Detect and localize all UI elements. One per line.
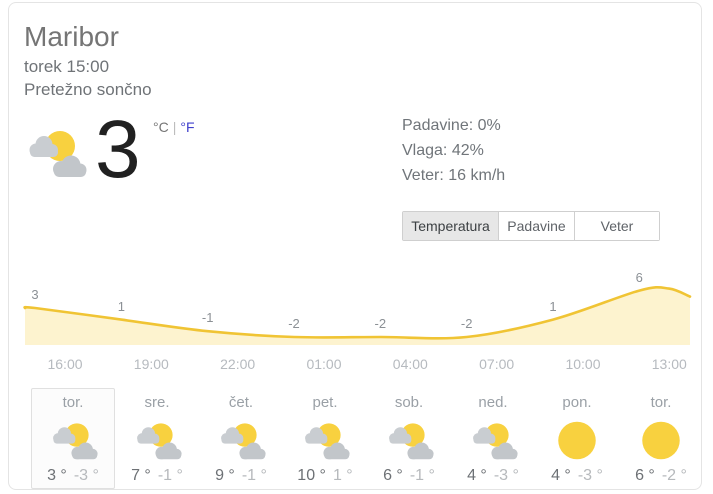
day-low-temp: -3 °: [577, 467, 603, 484]
chart-point-label: -1: [201, 310, 214, 326]
day-low-temp: -3 °: [493, 467, 519, 484]
current-condition: Pretežno sončno: [24, 80, 152, 99]
day-label: pon.: [562, 394, 592, 411]
chart-x-tick: 22:00: [220, 356, 256, 372]
day-label: sre.: [144, 394, 170, 411]
chart-point-label: 1: [117, 298, 125, 314]
day-label: čet.: [228, 394, 254, 411]
chart-temperature-line: [23, 285, 692, 340]
current-temperature: 3: [95, 104, 141, 195]
chart-x-tick: 01:00: [306, 356, 342, 372]
day-high-temp: 6 °: [635, 467, 655, 484]
day-low-temp: -2 °: [661, 467, 687, 484]
forecast-day-5[interactable]: ned. 4 ° -3 °: [451, 388, 535, 489]
unit-toggle: °C | °F: [153, 119, 195, 135]
chart-point-label: 3: [31, 287, 39, 302]
chart-mode-tabs: Temperatura Padavine Veter: [402, 211, 660, 241]
weather-details: Padavine: 0% Vlaga: 42% Veter: 16 km/h: [402, 113, 505, 188]
tab-precipitation[interactable]: Padavine: [498, 212, 574, 240]
partly-cloudy-icon: [216, 414, 266, 466]
city-name: Maribor: [24, 21, 119, 52]
weather-card: Maribor torek 15:00 Pretežno sončno 3 °C…: [8, 2, 702, 490]
forecast-day-0[interactable]: tor. 3 ° -3 °: [31, 388, 115, 489]
current-datetime: torek 15:00: [24, 57, 110, 76]
chart-x-tick: 04:00: [392, 356, 428, 372]
chart-point-label: 1: [549, 298, 557, 314]
chart-x-tick: 07:00: [479, 356, 515, 372]
chart-point-label: -2: [288, 316, 300, 331]
day-high-temp: 3 °: [47, 467, 67, 484]
tab-wind[interactable]: Veter: [574, 212, 659, 240]
day-high-temp: 9 °: [215, 467, 235, 484]
humidity-stat: Vlaga: 42%: [402, 142, 484, 159]
forecast-day-1[interactable]: sre. 7 ° -1 °: [115, 388, 199, 489]
chart-x-tick: 10:00: [565, 356, 601, 372]
day-high-temp: 4 °: [467, 467, 487, 484]
day-label: tor.: [62, 394, 84, 411]
day-low-temp: -3 °: [73, 467, 99, 484]
forecast-day-7[interactable]: tor. 6 ° -2 °: [619, 388, 701, 489]
temperature-chart[interactable]: 3 1 -1 -2 -2 -2 1 6 16:00 19:00 22:00 01:00 04:00 07:…: [23, 270, 692, 376]
forecast-day-2[interactable]: čet. 9 ° -1 °: [199, 388, 283, 489]
day-high-temp: 7 °: [131, 467, 151, 484]
day-label: tor.: [650, 394, 672, 411]
wind-stat: Veter: 16 km/h: [402, 167, 506, 184]
partly-cloudy-icon: [384, 414, 434, 466]
precipitation-stat: Padavine: 0%: [402, 117, 501, 134]
partly-cloudy-icon: [48, 414, 98, 466]
sunny-icon: [636, 414, 686, 466]
chart-point-label: -2: [460, 316, 473, 331]
forecast-day-3[interactable]: pet. 10 ° 1 °: [283, 388, 367, 489]
forecast-day-6[interactable]: pon. 4 ° -3 °: [535, 388, 619, 489]
day-low-temp: -1 °: [157, 467, 183, 484]
chart-point-label: -2: [374, 316, 387, 331]
day-label: ned.: [478, 394, 508, 411]
day-high-temp: 6 °: [383, 467, 403, 484]
day-low-temp: -1 °: [241, 467, 267, 484]
tab-temperature[interactable]: Temperatura: [403, 212, 498, 240]
unit-celsius[interactable]: °C: [153, 119, 169, 135]
chart-x-tick: 19:00: [133, 356, 169, 372]
partly-cloudy-icon: [300, 414, 350, 466]
partly-cloudy-icon: [132, 414, 182, 466]
daily-forecast-row: tor. 3 ° -3 ° sre. 7 ° -1 ° čet. 9 ° -1 ° p…: [31, 388, 701, 489]
day-high-temp: 10 °: [297, 467, 326, 484]
chart-point-label: 6: [635, 269, 643, 285]
unit-divider: |: [172, 119, 177, 135]
chart-x-tick: 13:00: [651, 356, 687, 372]
day-low-temp: -1 °: [409, 467, 435, 484]
chart-x-tick: 16:00: [47, 356, 83, 372]
forecast-day-4[interactable]: sob. 6 ° -1 °: [367, 388, 451, 489]
day-label: sob.: [394, 394, 424, 411]
day-label: pet.: [312, 394, 338, 411]
sunny-icon: [552, 414, 602, 466]
chart-canvas[interactable]: [23, 278, 692, 353]
partly-cloudy-icon: [23, 123, 87, 188]
day-low-temp: 1 °: [332, 467, 353, 484]
day-high-temp: 4 °: [551, 467, 571, 484]
unit-fahrenheit[interactable]: °F: [180, 119, 195, 135]
partly-cloudy-icon: [468, 414, 518, 466]
